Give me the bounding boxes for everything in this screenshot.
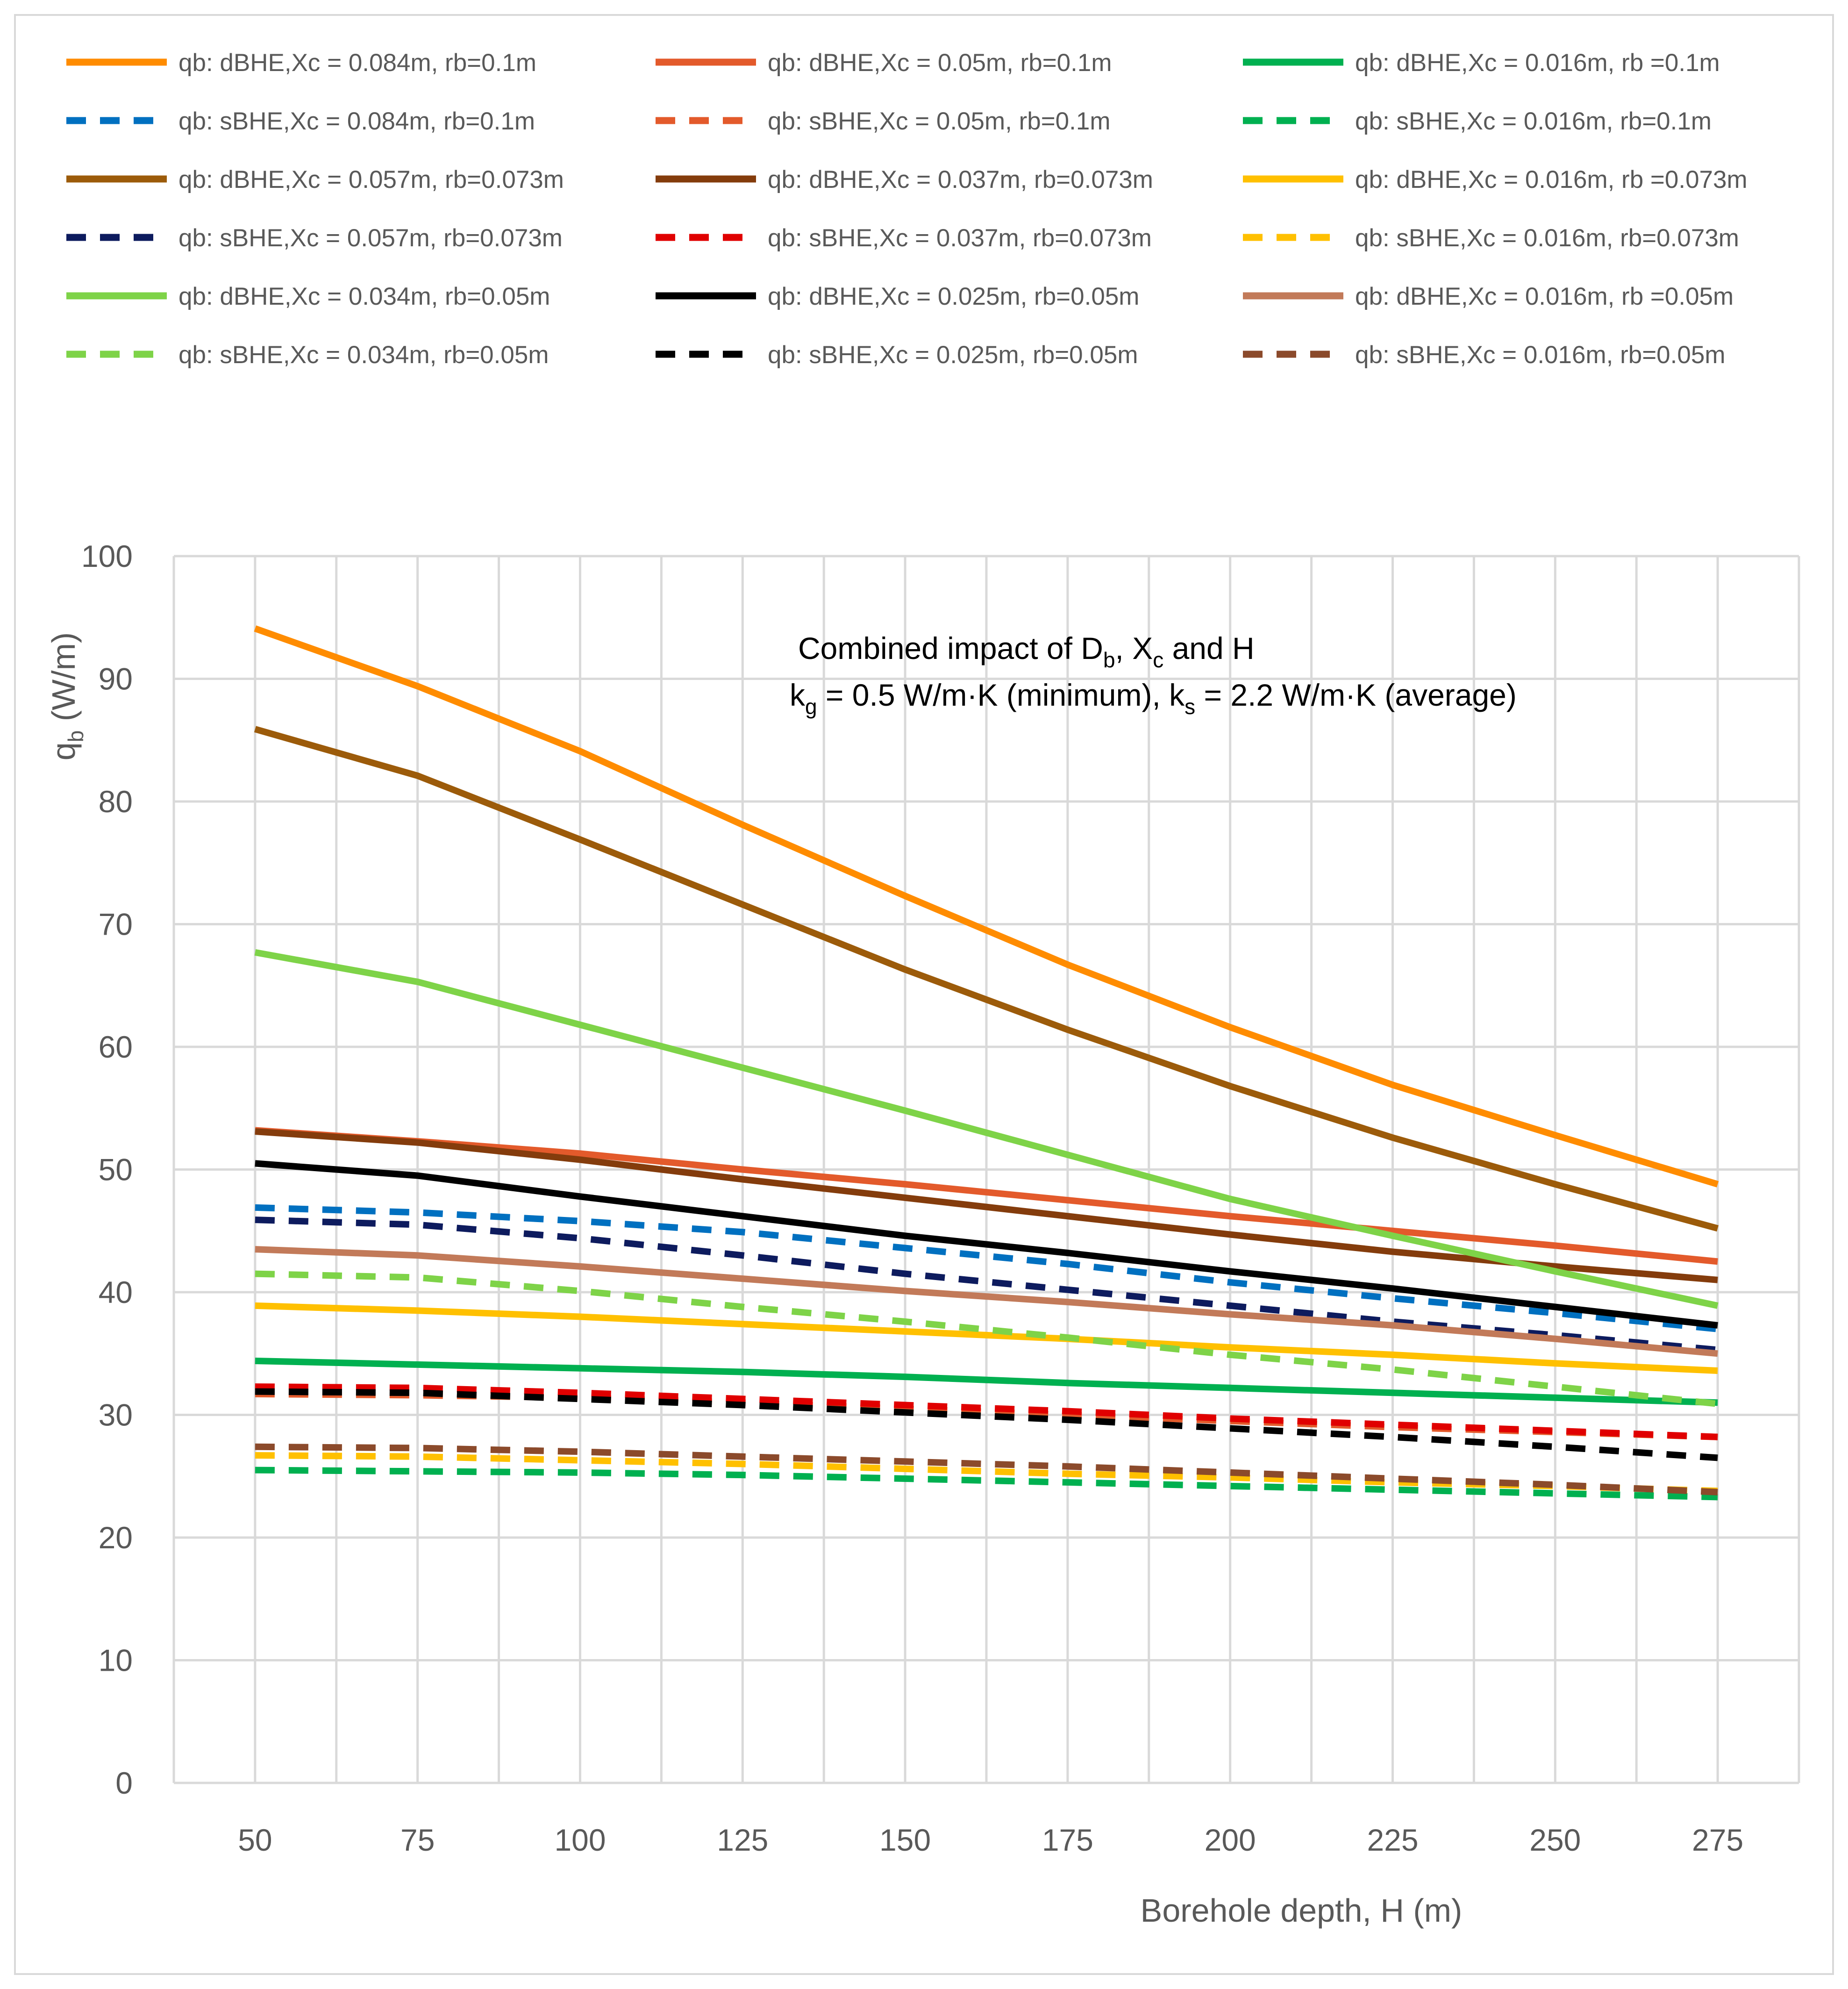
annotation-line1-sub1: b	[1103, 648, 1115, 672]
annotation-line2-sub1: g	[805, 694, 817, 719]
y-tick-label: 90	[99, 662, 133, 696]
annotation-line2-part1: k	[790, 678, 806, 712]
legend-entry-label: qb: dBHE,Xc = 0.034m, rb=0.05m	[178, 283, 550, 310]
annotation-line1-part3: and H	[1163, 631, 1254, 665]
x-tick-label: 50	[238, 1823, 272, 1857]
legend-entry-label: qb: sBHE,Xc = 0.057m, rb=0.073m	[178, 224, 563, 252]
legend-entry-label: qb: dBHE,Xc = 0.057m, rb=0.073m	[178, 166, 564, 193]
legend-entry-label: qb: sBHE,Xc = 0.025m, rb=0.05m	[768, 341, 1138, 369]
series-line-1	[254, 625, 1719, 1188]
y-tick-label: 80	[99, 784, 133, 819]
x-tick-label: 175	[1042, 1823, 1093, 1857]
legend-entry-label: qb: sBHE,Xc = 0.084m, rb=0.1m	[178, 107, 535, 135]
legend-entry-label: qb: sBHE,Xc = 0.016m, rb=0.05m	[1355, 341, 1725, 369]
chart-annotation-line1: Combined impact of Db, Xc and H	[798, 631, 1255, 672]
chart-annotation-line2: kg = 0.5 W/m·K (minimum), ks = 2.2 W/m·K…	[790, 678, 1517, 719]
y-tick-label: 30	[99, 1398, 133, 1432]
chart-frame	[14, 14, 1834, 1975]
series-line-11	[255, 1383, 1718, 1440]
y-tick-label: 100	[81, 539, 133, 573]
x-tick-label: 100	[554, 1823, 606, 1857]
y-tick-label: 70	[99, 907, 133, 942]
legend: qb: dBHE,Xc = 0.084m, rb=0.1m qb: dBHE,Xc…	[66, 49, 1748, 369]
series-line-17	[255, 1388, 1718, 1461]
series-line-4	[255, 1204, 1718, 1332]
y-tick-label: 50	[99, 1152, 133, 1187]
series-line-14	[255, 1160, 1718, 1329]
annotation-line1-part2: , X	[1115, 631, 1153, 665]
y-axis-title-unit: (W/m)	[45, 632, 82, 730]
legend-entry-label: qb: dBHE,Xc = 0.016m, rb =0.05m	[1355, 283, 1734, 310]
y-tick-label: 40	[99, 1275, 133, 1309]
legend-entry-label: qb: sBHE,Xc = 0.037m, rb=0.073m	[768, 224, 1152, 252]
series-line-8	[255, 1128, 1718, 1283]
legend-entry-label: qb: dBHE,Xc = 0.037m, rb=0.073m	[768, 166, 1153, 193]
annotation-line1-part1: Combined impact of D	[798, 631, 1103, 665]
series-line-18	[255, 1443, 1718, 1495]
axis-ticks: 0 10 20 30 40 50 60 70 80 90 100 50 75 100 125 150 175 20…	[81, 539, 1743, 1857]
y-axis-title-subscript: b	[64, 730, 88, 743]
legend-entry-label: qb: dBHE,Xc = 0.025m, rb=0.05m	[768, 283, 1139, 310]
grid	[172, 555, 1800, 1784]
y-axis-title-main: q	[45, 742, 82, 760]
series-line-13	[254, 949, 1719, 1309]
legend-entry-label: qb: sBHE,Xc = 0.034m, rb=0.05m	[178, 341, 549, 369]
series-line-7	[254, 726, 1719, 1232]
series-line-3	[255, 1358, 1718, 1406]
legend-entry-label: qb: dBHE,Xc = 0.084m, rb=0.1m	[178, 49, 536, 77]
series-line-2	[255, 1127, 1718, 1265]
series-line-16	[255, 1270, 1718, 1407]
y-tick-label: 0	[115, 1766, 133, 1800]
y-tick-label: 20	[99, 1520, 133, 1555]
legend-entry-label: qb: dBHE,Xc = 0.05m, rb=0.1m	[768, 49, 1112, 77]
legend-entry-label: qb: dBHE,Xc = 0.016m, rb =0.073m	[1355, 166, 1748, 193]
legend-entry-label: qb: dBHE,Xc = 0.016m, rb =0.1m	[1355, 49, 1720, 77]
y-tick-label: 60	[99, 1030, 133, 1064]
x-tick-label: 200	[1205, 1823, 1256, 1857]
annotation-line2-sub2: s	[1184, 694, 1195, 719]
series-line-9	[255, 1302, 1718, 1374]
x-tick-label: 275	[1692, 1823, 1743, 1857]
x-tick-label: 125	[717, 1823, 768, 1857]
x-tick-label: 250	[1529, 1823, 1581, 1857]
annotation-line2-part3: = 2.2 W/m·K (average)	[1195, 678, 1517, 712]
series-line-15	[255, 1246, 1718, 1357]
series-line-6	[255, 1467, 1718, 1501]
series-line-10	[255, 1216, 1718, 1353]
legend-entry-label: qb: sBHE,Xc = 0.05m, rb=0.1m	[768, 107, 1111, 135]
annotation-line2-part2: = 0.5 W/m·K (minimum), k	[817, 678, 1185, 712]
x-axis-title: Borehole depth, H (m)	[1141, 1892, 1463, 1929]
x-tick-label: 150	[879, 1823, 931, 1857]
legend-entry-label: qb: sBHE,Xc = 0.016m, rb=0.1m	[1355, 107, 1712, 135]
x-tick-label: 225	[1367, 1823, 1418, 1857]
legend-entry-label: qb: sBHE,Xc = 0.016m, rb=0.073m	[1355, 224, 1739, 252]
annotation-line1-sub2: c	[1153, 648, 1163, 672]
x-tick-label: 75	[400, 1823, 435, 1857]
y-tick-label: 10	[99, 1643, 133, 1678]
series-lines	[254, 625, 1719, 1501]
y-axis-title: qb (W/m)	[45, 632, 88, 760]
